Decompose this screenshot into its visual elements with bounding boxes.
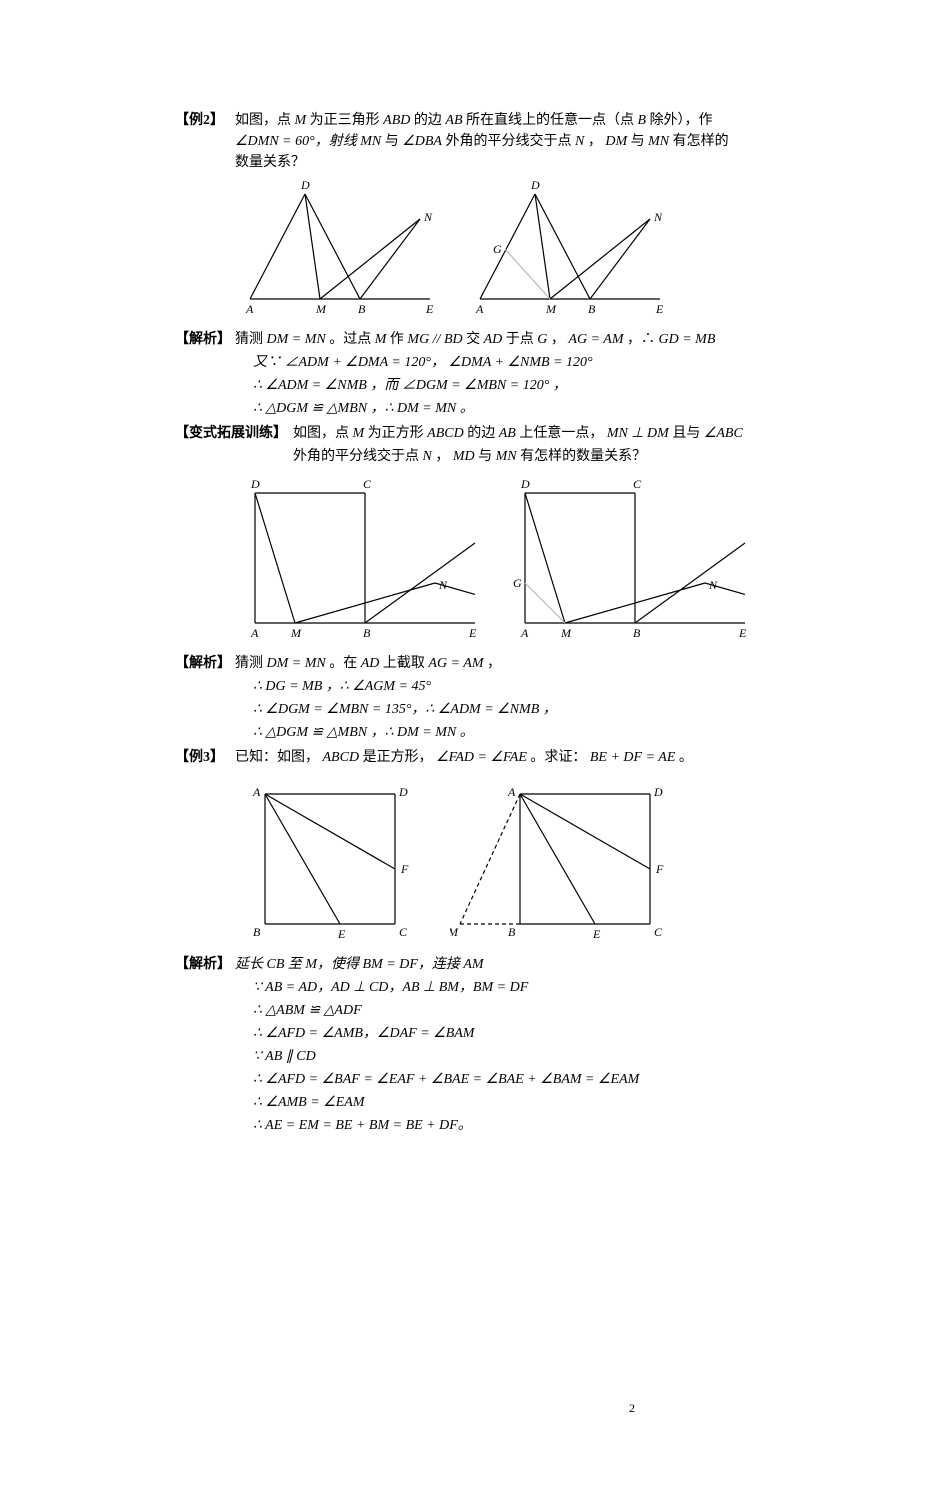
svg-text:D: D (530, 179, 540, 192)
svg-text:F: F (655, 862, 664, 876)
svg-text:B: B (588, 302, 596, 316)
svg-text:A: A (475, 302, 484, 316)
solution-2b-tag: 【解析】 (175, 653, 235, 674)
example-3-text: 已知：如图， ABCD 是正方形， ∠FAD = ∠FAE 。求证： BE + … (235, 747, 795, 768)
svg-text:E: E (592, 927, 601, 941)
example-3-tag: 【例3】 (175, 747, 235, 768)
svg-text:A: A (245, 302, 254, 316)
svg-text:D: D (653, 785, 663, 799)
solution-2: 【解析】 猜测 DM = MN 。过点 M 作 MG // BD 交 AD 于点… (175, 329, 795, 421)
svg-text:B: B (358, 302, 366, 316)
variation-tag: 【变式拓展训练】 (175, 423, 293, 444)
svg-text:N: N (708, 578, 718, 592)
example-3-figures: A D B C E F A D B C E F M (235, 774, 795, 944)
svg-text:A: A (250, 626, 259, 640)
svg-text:F: F (400, 862, 409, 876)
svg-text:B: B (508, 925, 516, 939)
svg-text:D: D (398, 785, 408, 799)
page-number: 2 (629, 1399, 635, 1417)
svg-text:G: G (513, 576, 522, 590)
square-figure-3b: A D B C E F M (450, 774, 675, 944)
example-2-tag: 【例2】 (175, 110, 235, 131)
variation-heading: 【变式拓展训练】 如图，点 M 为正方形 ABCD 的边 AB 上任意一点， M… (175, 423, 795, 444)
svg-text:M: M (560, 626, 572, 640)
solution-2-tag: 【解析】 (175, 329, 235, 350)
variation-text: 如图，点 M 为正方形 ABCD 的边 AB 上任意一点， MN ⊥ DM 且与… (293, 423, 795, 444)
svg-text:D: D (520, 477, 530, 491)
example-2-figures: A M B E D N A M B E D N G (235, 179, 795, 319)
variation-line2: 外角的平分线交于点 N ， MD 与 MN 有怎样的数量关系？ (175, 446, 795, 467)
svg-text:N: N (438, 578, 448, 592)
solution-3-text: 延长 CB 至 M，使得 BM = DF，连接 AM ∵ AB = AD，AD … (235, 954, 795, 1138)
square-figure-2: A M B E D C N G (505, 473, 755, 643)
svg-text:N: N (653, 210, 663, 224)
svg-text:E: E (655, 302, 664, 316)
svg-text:B: B (253, 925, 261, 939)
svg-text:N: N (423, 210, 433, 224)
svg-text:D: D (250, 477, 260, 491)
square-figure-3a: A D B C E F (235, 774, 430, 944)
svg-text:M: M (545, 302, 557, 316)
svg-text:C: C (633, 477, 642, 491)
solution-3-tag: 【解析】 (175, 954, 235, 975)
example-3-heading: 【例3】 已知：如图， ABCD 是正方形， ∠FAD = ∠FAE 。求证： … (175, 747, 795, 768)
svg-text:C: C (654, 925, 663, 939)
svg-text:G: G (493, 242, 502, 256)
svg-text:A: A (520, 626, 529, 640)
svg-text:B: B (363, 626, 371, 640)
variation-figures: A M B E D C N A M B E D C N G (235, 473, 795, 643)
example-2-text: 如图，点 M 为正三角形 ABD 的边 AB 所在直线上的任意一点（点 B 除外… (235, 110, 795, 173)
triangle-figure-1: A M B E D N (235, 179, 445, 319)
svg-text:C: C (399, 925, 408, 939)
solution-2b-text: 猜测 DM = MN 。在 AD 上截取 AG = AM ， ∴ DG = MB… (235, 653, 795, 745)
svg-text:A: A (252, 785, 261, 799)
example-2-heading: 【例2】 如图，点 M 为正三角形 ABD 的边 AB 所在直线上的任意一点（点… (175, 110, 795, 173)
square-figure-1: A M B E D C N (235, 473, 485, 643)
svg-text:B: B (633, 626, 641, 640)
triangle-figure-2: A M B E D N G (465, 179, 675, 319)
svg-text:D: D (300, 179, 310, 192)
svg-text:E: E (425, 302, 434, 316)
solution-2b: 【解析】 猜测 DM = MN 。在 AD 上截取 AG = AM ， ∴ DG… (175, 653, 795, 745)
svg-text:E: E (738, 626, 747, 640)
svg-text:C: C (363, 477, 372, 491)
svg-text:M: M (450, 925, 459, 939)
svg-text:M: M (290, 626, 302, 640)
svg-text:E: E (468, 626, 477, 640)
svg-text:M: M (315, 302, 327, 316)
svg-text:E: E (337, 927, 346, 941)
svg-text:A: A (507, 785, 516, 799)
solution-3: 【解析】 延长 CB 至 M，使得 BM = DF，连接 AM ∵ AB = A… (175, 954, 795, 1138)
solution-2-text: 猜测 DM = MN 。过点 M 作 MG // BD 交 AD 于点 G ， … (235, 329, 795, 421)
